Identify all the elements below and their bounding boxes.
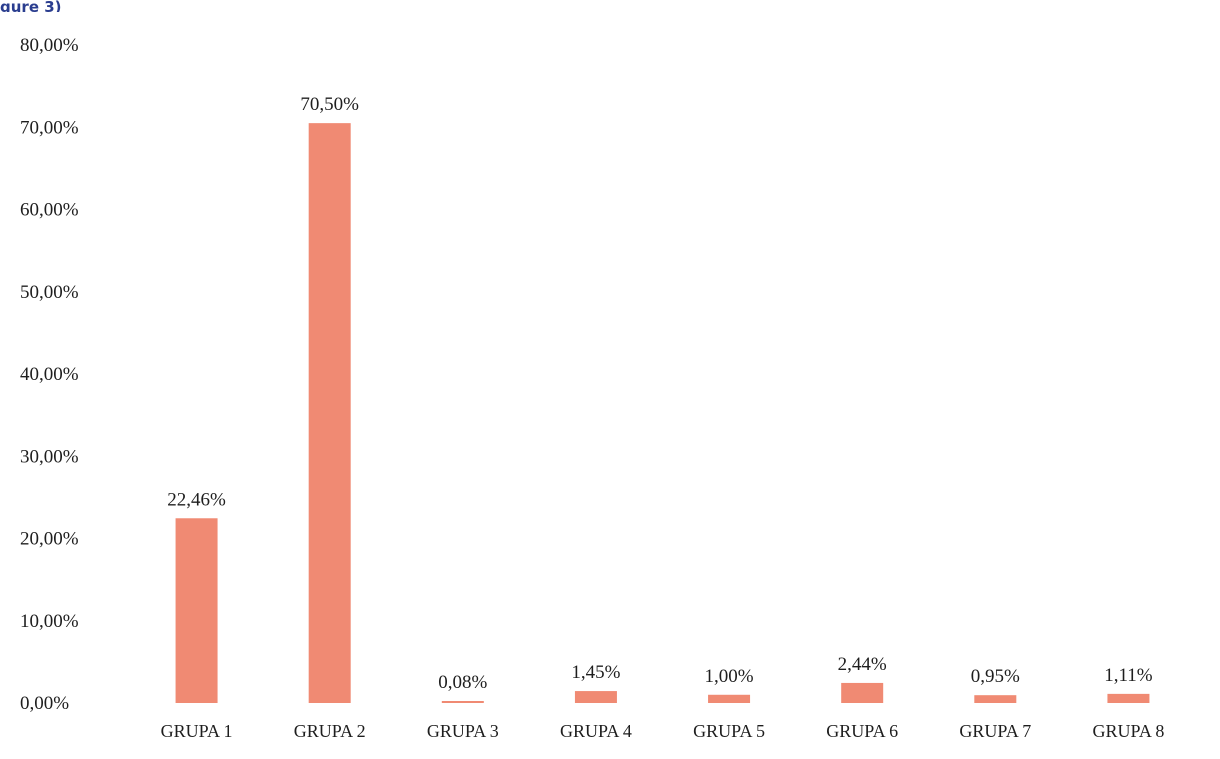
y-tick-label: 60,00%	[20, 200, 79, 221]
data-label: 22,46%	[167, 489, 226, 510]
x-tick-label: GRUPA 1	[161, 721, 233, 741]
data-label: 0,08%	[438, 672, 487, 693]
data-labels-group: 22,46% 70,50% 0,08% 1,45% 1,00% 2,44% 0,95% 1,1…	[167, 94, 1153, 693]
x-tick-label: GRUPA 4	[560, 721, 632, 741]
bar	[175, 518, 218, 703]
bar	[708, 694, 751, 703]
bar	[441, 701, 484, 703]
x-tick-label: GRUPA 7	[959, 721, 1031, 741]
y-tick-label: 80,00%	[20, 35, 79, 56]
data-label: 1,00%	[705, 666, 754, 687]
y-axis-tick-labels: 0,00% 10,00% 20,00% 30,00% 40,00% 50,00% 60,00…	[20, 35, 79, 714]
bar	[841, 682, 884, 703]
bars-group	[175, 123, 1150, 703]
y-tick-label: 50,00%	[20, 282, 79, 303]
x-tick-label: GRUPA 5	[693, 721, 765, 741]
x-tick-label: GRUPA 2	[294, 721, 366, 741]
bar	[308, 123, 351, 703]
bar	[974, 695, 1017, 703]
data-label: 70,50%	[300, 94, 359, 115]
y-tick-label: 40,00%	[20, 364, 79, 385]
data-label: 1,11%	[1104, 665, 1153, 686]
x-tick-label: GRUPA 3	[427, 721, 499, 741]
data-label: 2,44%	[838, 654, 887, 675]
y-tick-label: 30,00%	[20, 446, 79, 467]
data-label: 1,45%	[571, 662, 620, 683]
chart-title-fragment: gure 3)	[0, 0, 62, 12]
y-tick-label: 10,00%	[20, 611, 79, 632]
x-axis-tick-labels: GRUPA 1 GRUPA 2 GRUPA 3 GRUPA 4 GRUPA 5 GRUPA…	[161, 721, 1165, 741]
bar	[1107, 693, 1150, 703]
x-tick-label: GRUPA 6	[826, 721, 898, 741]
y-tick-label: 0,00%	[20, 693, 69, 714]
data-label: 0,95%	[971, 666, 1020, 687]
y-tick-label: 20,00%	[20, 529, 79, 550]
y-tick-label: 70,00%	[20, 117, 79, 138]
x-tick-label: GRUPA 8	[1093, 721, 1165, 741]
bar	[574, 691, 617, 703]
